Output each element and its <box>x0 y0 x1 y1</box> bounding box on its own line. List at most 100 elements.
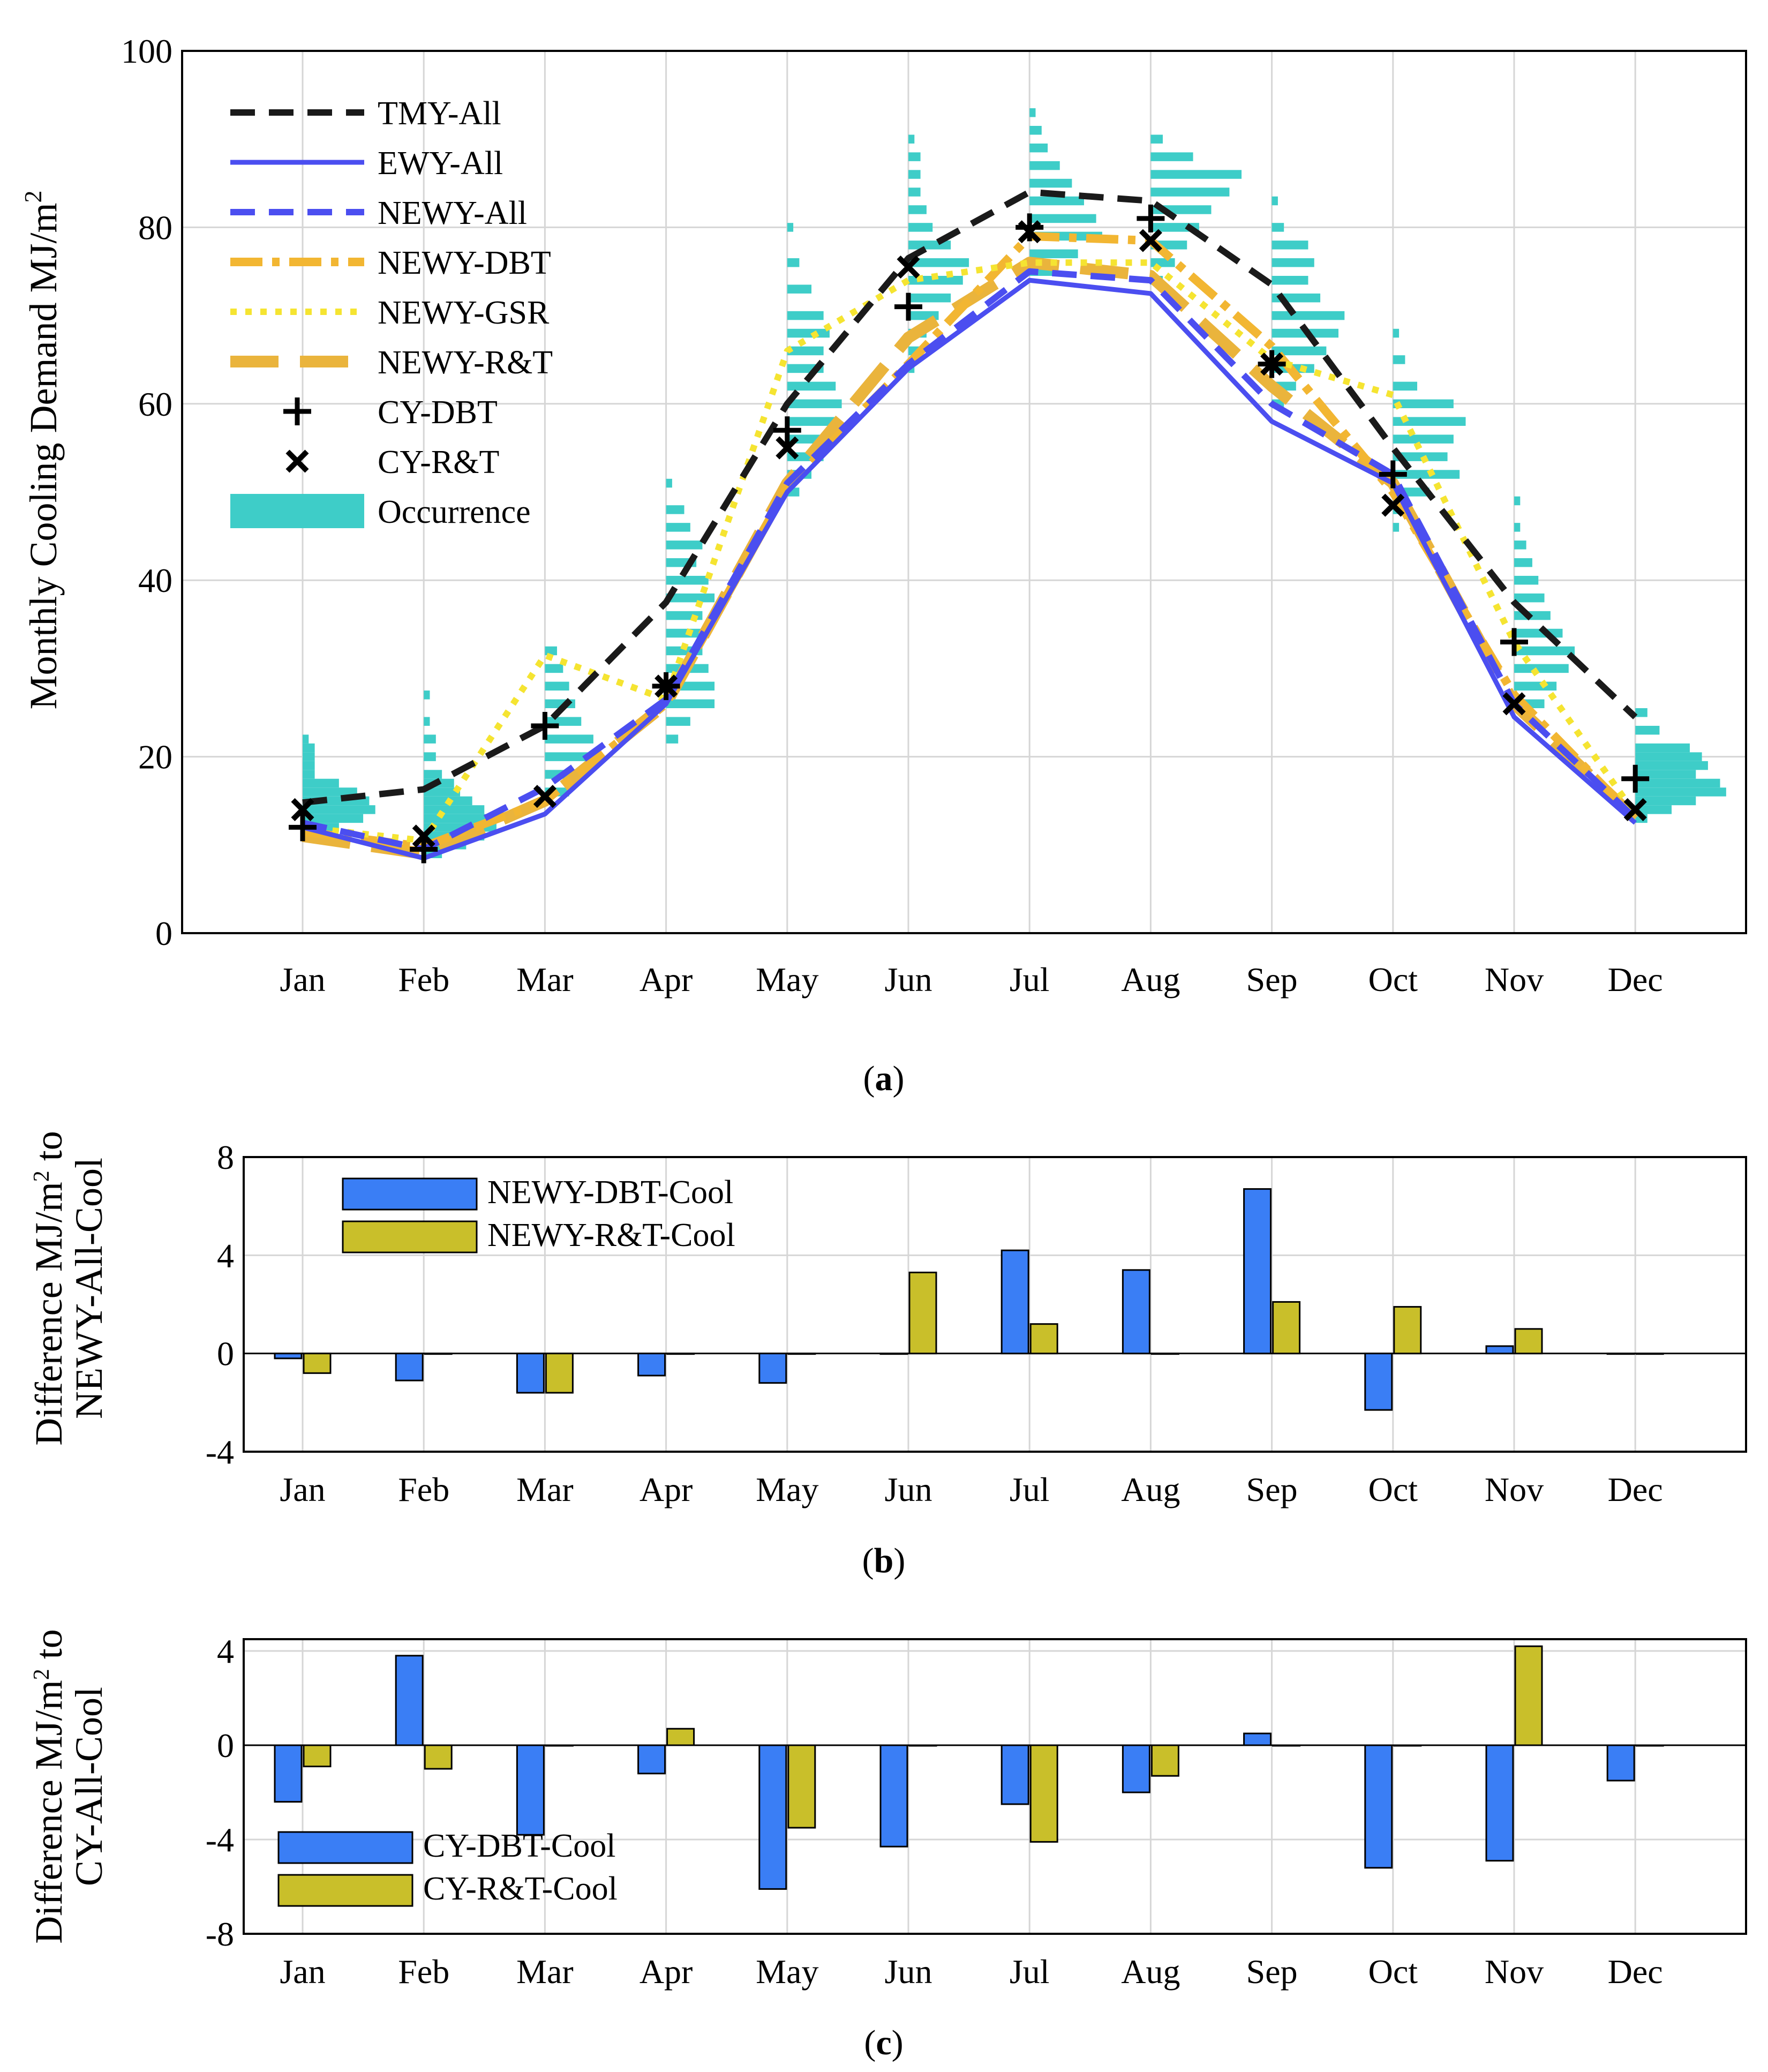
occurrence-bin-jan-2 <box>303 752 315 761</box>
c-bar-cy-dbt-cool-nov <box>1485 1744 1514 1862</box>
legend-label-newy-gsr: NEWY-GSR <box>378 295 550 331</box>
occurrence-bin-aug-7 <box>1150 258 1175 267</box>
a-xtick-feb: Feb <box>398 960 449 999</box>
c-bar-cy-dbt-cool-jun <box>879 1744 908 1848</box>
c-x-tick-labels: Jan Feb Mar Apr May Jun Jul Aug Sep Oct Nov Dec <box>280 1953 1662 1991</box>
occurrence-bin-feb-4 <box>424 770 442 779</box>
marker-cy-dbt-oct <box>1379 460 1407 489</box>
occurrence-bin-jun-3 <box>908 187 921 197</box>
occurrence-bin-mar-2 <box>545 681 569 691</box>
b-bar-newy-dbt-cool-may <box>758 1353 787 1384</box>
c-bar-cy-dbt-cool-oct <box>1364 1744 1393 1869</box>
a-plot-frame <box>181 50 1747 934</box>
occurrence-bin-apr-2 <box>666 523 690 532</box>
c-bar-cy-dbt-cool-jul <box>1000 1744 1029 1805</box>
c-xtick-may: May <box>756 1953 818 1991</box>
occurrence-bin-jul-6 <box>1029 214 1096 223</box>
occurrence-bin-dec-2 <box>1635 743 1690 753</box>
marker-x-b <box>533 785 556 808</box>
occurrence-bin-oct-4 <box>1393 417 1466 426</box>
c-xtick-dec: Dec <box>1608 1953 1663 1991</box>
legend-swatch-cy-r-t <box>285 449 309 473</box>
occurrence-bin-jul-3 <box>1029 161 1060 170</box>
a-xtick-mar: Mar <box>516 960 574 999</box>
marker-x-b <box>1018 220 1041 244</box>
marker-cy-r-t-dec <box>1623 798 1647 821</box>
marker-cy-r-t-jul <box>1018 220 1041 244</box>
marker-cy-dbt-dec <box>1621 764 1650 793</box>
occurrence-bin-jan-1 <box>303 743 315 753</box>
occurrence-bin-feb-2 <box>424 734 436 744</box>
occurrence-bin-dec-0 <box>1635 708 1647 717</box>
b-bar-newy-dbt-cool-jul <box>1000 1249 1029 1355</box>
a-xtick-apr: Apr <box>640 960 693 999</box>
legend-label-newy-dbt: NEWY-DBT <box>378 245 551 281</box>
b-bar-newy-dbt-cool-apr <box>637 1353 666 1377</box>
a-xtick-dec: Dec <box>1608 960 1663 999</box>
b-bar-newy-r-t-cool-jun <box>908 1271 937 1355</box>
b-bar-newy-dbt-cool-aug <box>1122 1269 1150 1355</box>
a-ytick-2: 40 <box>138 561 172 599</box>
marker-cy-r-t-apr <box>654 674 678 698</box>
marker-cy-dbt-jun <box>894 292 922 321</box>
c-ytick-0: -8 <box>206 1915 234 1953</box>
c-y-tick-labels: -8 -4 0 4 <box>206 1632 234 1953</box>
c-xtick-jun: Jun <box>885 1953 932 1991</box>
a-xtick-oct: Oct <box>1368 960 1418 999</box>
occurrence-bin-aug-1 <box>1150 152 1193 161</box>
a-series-lines <box>302 189 1639 861</box>
legend-label-cy-dbt: CY-DBT <box>378 394 498 431</box>
a-xtick-sep: Sep <box>1246 960 1298 999</box>
occurrence-bin-may-4 <box>787 328 830 338</box>
b-bar-newy-dbt-cool-jan <box>274 1353 303 1360</box>
b-xtick-jan: Jan <box>280 1470 325 1508</box>
marker-cy-dbt-aug <box>1137 204 1165 232</box>
a-xtick-jan: Jan <box>280 960 325 999</box>
occurrence-bin-nov-10 <box>1514 681 1557 691</box>
marker-cy-r-t-mar <box>533 785 556 808</box>
c-bar-cy-dbt-cool-aug <box>1122 1744 1150 1793</box>
occurrence-bin-jul-5 <box>1029 196 1084 206</box>
a-markers <box>289 204 1650 864</box>
c-xtick-aug: Aug <box>1121 1953 1180 1991</box>
marker-x-b <box>1139 229 1162 252</box>
b-bar-newy-dbt-cool-nov <box>1485 1345 1514 1355</box>
occurrence-bin-oct-5 <box>1393 434 1454 444</box>
a-ytick-5: 100 <box>121 32 172 70</box>
panel-c-difference-to-cy: -8 -4 0 4 Jan Feb Mar Apr May Jun Jul Aug Sep Oct Nov… <box>27 1629 1747 2062</box>
occurrence-bin-may-3 <box>787 311 824 320</box>
occurrence-bin-nov-7 <box>1514 628 1563 638</box>
b-xtick-feb: Feb <box>398 1470 449 1508</box>
c-ytick-2: 0 <box>217 1726 234 1765</box>
occurrence-bin-aug-2 <box>1150 170 1242 179</box>
b-y-axis-label-line1: Difference MJ/m2 to <box>27 1131 70 1446</box>
occurrence-bin-mar-0 <box>545 646 558 656</box>
occurrence-bin-dec-9 <box>1635 805 1672 814</box>
occurrence-bin-nov-8 <box>1514 646 1575 656</box>
marker-cy-r-t-oct <box>1381 493 1405 517</box>
occurrence-bin-apr-0 <box>666 478 672 488</box>
occurrence-bin-jan-0 <box>303 734 309 744</box>
c-bar-cy-dbt-cool-sep <box>1243 1732 1272 1746</box>
marker-x-b <box>1381 493 1405 517</box>
b-xtick-may: May <box>756 1470 818 1508</box>
b-xtick-aug: Aug <box>1121 1470 1180 1508</box>
c-bar-cy-r-t-cool-jul <box>1029 1744 1058 1843</box>
occurrence-bin-jan-3 <box>303 761 315 770</box>
c-bar-cy-r-t-cool-mar <box>545 1744 574 1747</box>
c-legend: CY-DBT-Cool CY-R&T-Cool <box>277 1828 618 1907</box>
occurrence-bin-sep-1 <box>1272 223 1284 232</box>
b-caption: (b) <box>862 1541 906 1580</box>
b-xtick-dec: Dec <box>1608 1470 1663 1508</box>
b-y-axis-label-line2: NEWY-All-Cool <box>67 1158 110 1419</box>
c-legend-swatch-cy-dbt-cool <box>277 1831 413 1864</box>
occurrence-bin-mar-5 <box>545 734 593 744</box>
a-legend: TMY-All EWY-All NEWY-All NEWY-DBT NEWY-GSR NE… <box>230 95 553 530</box>
occurrence-bin-may-2 <box>787 284 812 294</box>
occurrence-bin-jan-8 <box>303 805 375 814</box>
occurrence-bin-nov-5 <box>1514 593 1545 603</box>
b-legend-label-newy-r-t-cool: NEWY-R&T-Cool <box>487 1217 735 1253</box>
occurrence-bin-jan-6 <box>303 787 357 797</box>
marker-cy-r-t-sep <box>1260 352 1284 376</box>
c-bar-cy-r-t-cool-sep <box>1272 1744 1301 1747</box>
